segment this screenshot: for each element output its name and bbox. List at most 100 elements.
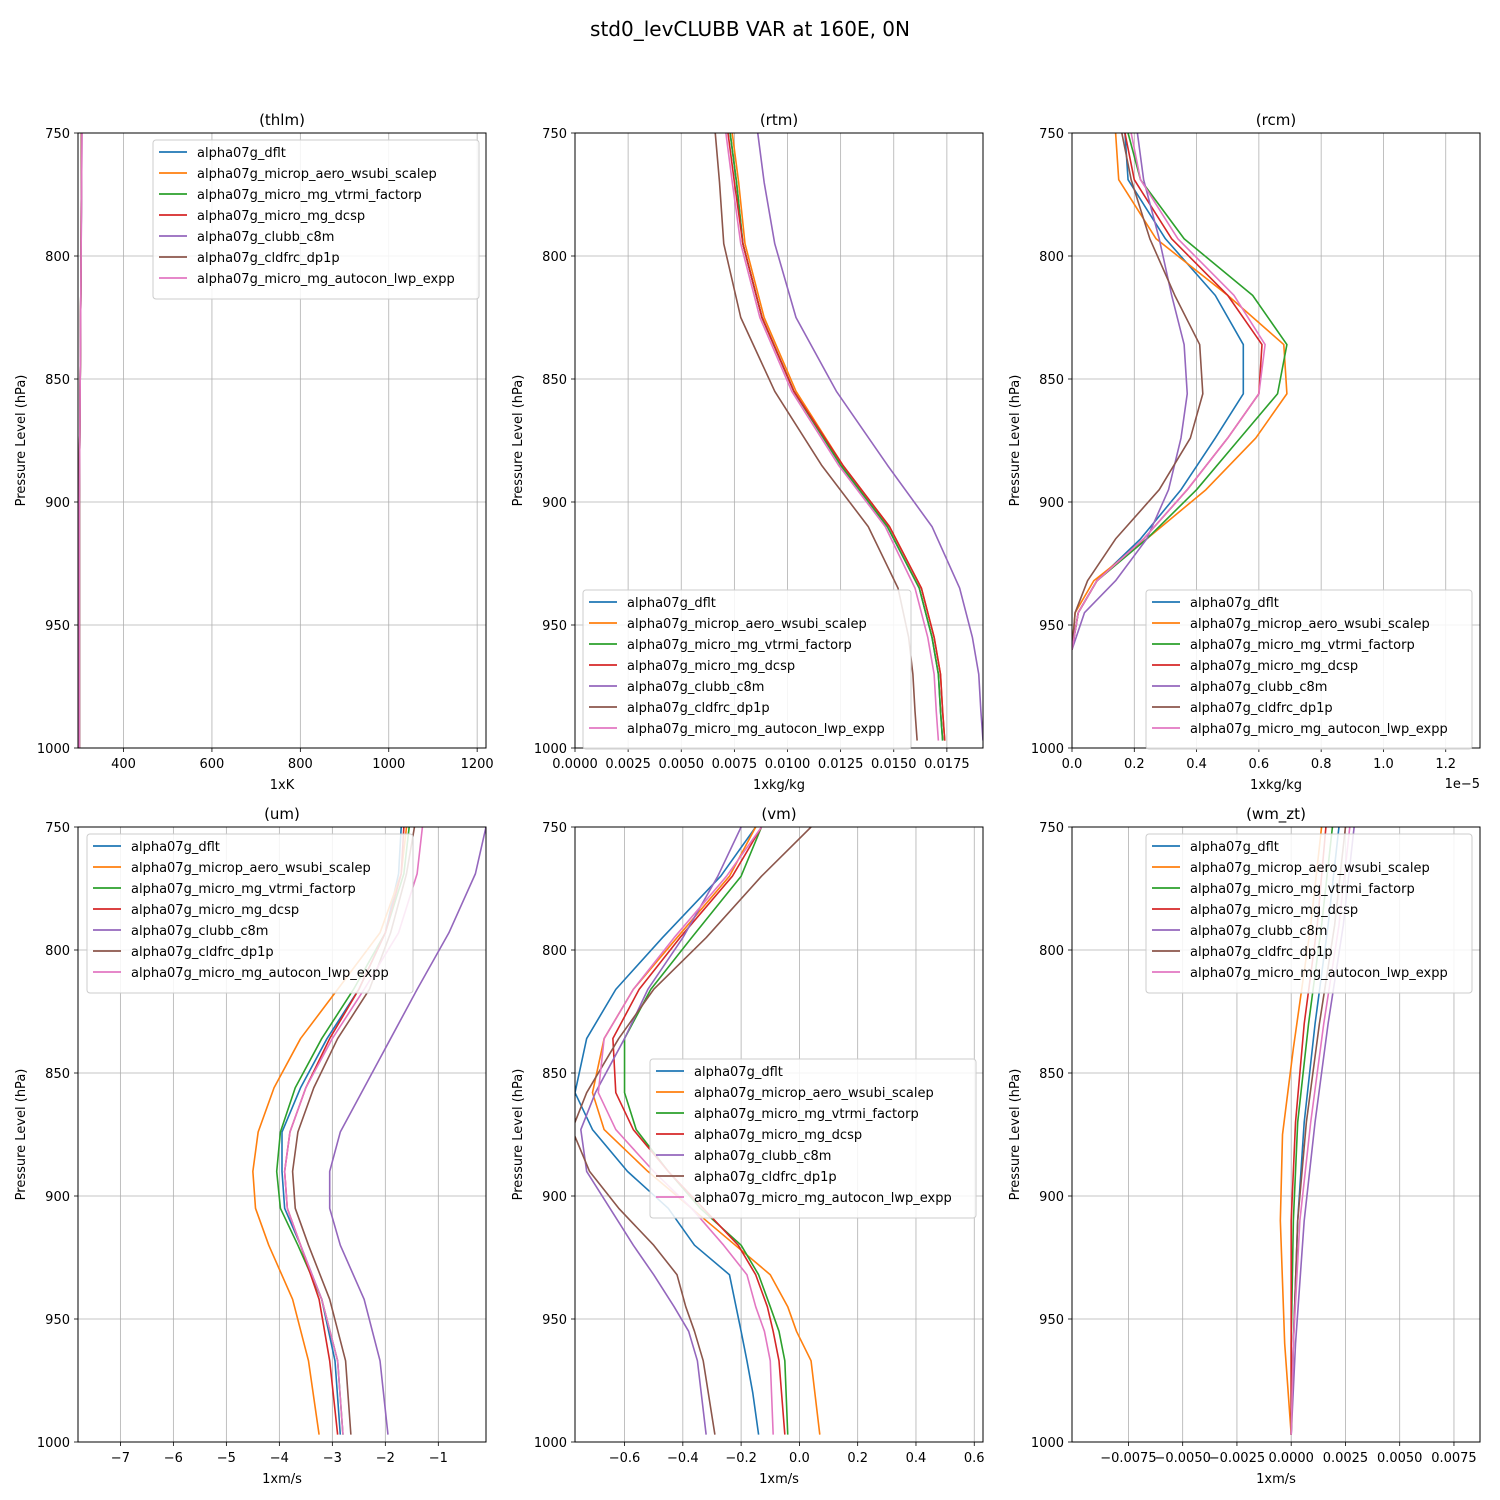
y-tick-label: 800 (1039, 250, 1064, 265)
x-tick-label: −3 (323, 1451, 342, 1466)
x-tick-label: −0.0025 (1209, 1451, 1265, 1466)
legend-label: alpha07g_microp_aero_wsubi_scalep (694, 1086, 934, 1101)
x-axis-label: 1xm/s (1256, 1472, 1296, 1487)
y-tick-label: 750 (45, 821, 70, 836)
x-tick-label: 0.6 (964, 1451, 985, 1466)
series-line-alpha07g_clubb_c8m (328, 827, 486, 1435)
y-tick-label: 750 (1039, 821, 1064, 836)
x-tick-label: −2 (376, 1451, 395, 1466)
legend-label: alpha07g_micro_mg_dcsp (627, 659, 795, 674)
y-tick-label: 900 (542, 1190, 567, 1205)
panel-title: (thlm) (259, 111, 305, 129)
suptitle: std0_levCLUBB VAR at 160E, 0N (590, 17, 910, 41)
legend: alpha07g_dflt alpha07g_microp_aero_wsubi_… (649, 1058, 977, 1219)
legend: alpha07g_dflt alpha07g_microp_aero_wsubi_… (1145, 833, 1473, 994)
x-tick-label: 0.0050 (659, 757, 705, 772)
x-tick-label: 0.0025 (605, 757, 651, 772)
y-tick-label: 850 (542, 373, 567, 388)
y-tick-label: 1000 (1031, 1436, 1064, 1451)
y-tick-label: 750 (542, 127, 567, 142)
y-tick-label: 750 (1039, 127, 1064, 142)
y-tick-label: 900 (1039, 496, 1064, 511)
y-axis-label: Pressure Level (hPa) (14, 375, 29, 507)
legend-label: alpha07g_cldfrc_dp1p (694, 1170, 837, 1185)
y-tick-label: 850 (1039, 1067, 1064, 1082)
y-axis-label: Pressure Level (hPa) (1008, 1069, 1023, 1201)
legend-label: alpha07g_microp_aero_wsubi_scalep (1190, 861, 1430, 876)
y-tick-label: 750 (542, 821, 567, 836)
x-tick-label: 0.0000 (552, 757, 598, 772)
x-tick-label: 0.4 (906, 1451, 927, 1466)
x-tick-label: 1200 (461, 757, 494, 772)
axes-frame (1071, 826, 1481, 1443)
series-line-alpha07g_cldfrc_dp1p (1072, 133, 1204, 650)
legend-label: alpha07g_microp_aero_wsubi_scalep (197, 167, 437, 182)
panel-title: (wm_zt) (1246, 805, 1306, 824)
y-tick-label: 800 (45, 944, 70, 959)
panel-um: −7 −6 −5 −4 −3 −2 −1 750 800 850 900 950 1000 (um) 1xm… (14, 805, 487, 1487)
legend-label: alpha07g_micro_mg_autocon_lwp_expp (131, 966, 389, 981)
legend-label: alpha07g_dflt (627, 596, 716, 611)
legend-label: alpha07g_micro_mg_autocon_lwp_expp (1190, 966, 1448, 981)
x-axis-label: 1xm/s (759, 1472, 799, 1487)
y-tick-label: 1000 (37, 742, 70, 757)
legend-label: alpha07g_micro_mg_dcsp (1190, 659, 1358, 674)
y-tick-label: 750 (45, 127, 70, 142)
legend-box (1145, 833, 1473, 994)
series-line-alpha07g_micro_mg_autocon_lwp_expp (78, 133, 83, 748)
y-tick-label: 950 (1039, 1313, 1064, 1328)
legend-label: alpha07g_cldfrc_dp1p (131, 945, 274, 960)
x-tick-label: 0.0 (1062, 757, 1083, 772)
legend-label: alpha07g_clubb_c8m (197, 230, 334, 245)
y-tick-label: 800 (45, 250, 70, 265)
legend-label: alpha07g_micro_mg_dcsp (694, 1128, 862, 1143)
x-axis-label: 1xkg/kg (753, 778, 805, 793)
panel-title: (rtm) (760, 111, 798, 129)
x-tick-label: 0.6 (1249, 757, 1270, 772)
legend-label: alpha07g_micro_mg_dcsp (131, 903, 299, 918)
legend-label: alpha07g_micro_mg_autocon_lwp_expp (627, 722, 885, 737)
x-tick-label: 1.0 (1373, 757, 1394, 772)
x-tick-label: 0.0075 (1431, 1451, 1477, 1466)
x-tick-label: 800 (288, 757, 313, 772)
legend: alpha07g_dflt alpha07g_microp_aero_wsubi_… (86, 833, 414, 994)
x-tick-label: 600 (200, 757, 225, 772)
legend-label: alpha07g_microp_aero_wsubi_scalep (1190, 617, 1430, 632)
series-line-alpha07g_clubb_c8m (1072, 133, 1189, 650)
y-tick-label: 1000 (1031, 742, 1064, 757)
x-axis-label: 1xK (270, 778, 295, 793)
series-line-alpha07g_microp_aero_wsubi_scalep (1072, 133, 1288, 650)
legend-label: alpha07g_micro_mg_vtrmi_factorp (694, 1107, 919, 1122)
x-tick-label: 1.2 (1435, 757, 1456, 772)
y-tick-label: 950 (542, 619, 567, 634)
legend-label: alpha07g_clubb_c8m (627, 680, 764, 695)
legend-label: alpha07g_dflt (1190, 840, 1279, 855)
legend-label: alpha07g_clubb_c8m (694, 1149, 831, 1164)
y-tick-label: 850 (45, 373, 70, 388)
axes-frame (77, 132, 487, 749)
x-tick-label: 0.8 (1311, 757, 1332, 772)
x-tick-label: −0.0075 (1100, 1451, 1156, 1466)
series-line-alpha07g_micro_mg_autocon_lwp_expp (1072, 133, 1266, 650)
legend-label: alpha07g_micro_mg_autocon_lwp_expp (1190, 722, 1448, 737)
y-axis-label: Pressure Level (hPa) (1008, 375, 1023, 507)
x-tick-label: 0.0125 (818, 757, 864, 772)
legend-label: alpha07g_dflt (694, 1065, 783, 1080)
legend-label: alpha07g_micro_mg_vtrmi_factorp (1190, 882, 1415, 897)
legend-label: alpha07g_microp_aero_wsubi_scalep (131, 861, 371, 876)
panel-title: (um) (264, 805, 300, 823)
series-group (714, 133, 983, 741)
x-tick-label: −1 (429, 1451, 448, 1466)
panel-title: (rcm) (1256, 111, 1296, 129)
axes-frame (77, 826, 487, 1443)
x-tick-label: 0.0 (789, 1451, 810, 1466)
x-tick-label: −7 (111, 1451, 130, 1466)
panel-title: (vm) (761, 805, 796, 823)
legend-label: alpha07g_micro_mg_vtrmi_factorp (1190, 638, 1415, 653)
legend-label: alpha07g_cldfrc_dp1p (197, 251, 340, 266)
legend-label: alpha07g_microp_aero_wsubi_scalep (627, 617, 867, 632)
legend-label: alpha07g_dflt (197, 146, 286, 161)
x-tick-label: 1000 (372, 757, 405, 772)
series-line-alpha07g_clubb_c8m (756, 133, 983, 741)
